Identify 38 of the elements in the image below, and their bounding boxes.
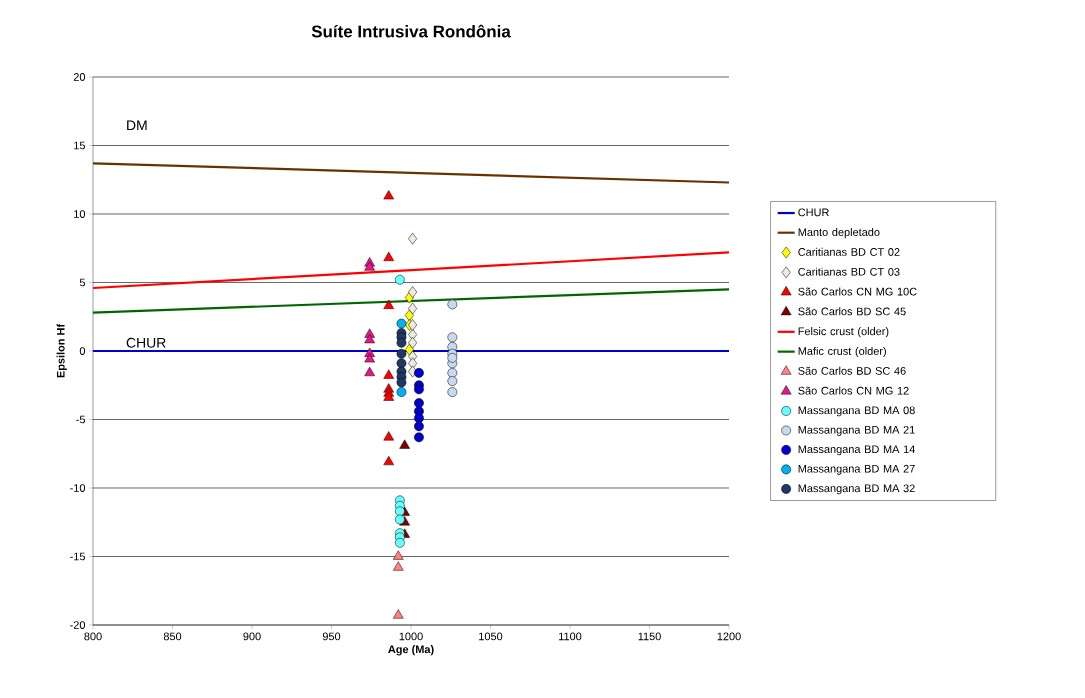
y-axis-title: Epsilon Hf <box>56 323 67 378</box>
x-tick-label: 850 <box>163 632 182 641</box>
legend-label: Caritianas BD CT 02 <box>798 247 900 256</box>
y-tick-label: -5 <box>76 415 86 424</box>
legend-label: Mafic crust (older) <box>798 346 886 358</box>
chart-title: Suíte Intrusiva Rondônia <box>311 24 511 38</box>
x-tick-label: 1000 <box>399 632 423 641</box>
legend-label: São Carlos CN MG 12 <box>798 386 909 395</box>
legend-label: Felsic crust (older) <box>798 327 889 338</box>
x-tick-label: 1200 <box>717 632 741 641</box>
legend-label: São Carlos CN MG 10C <box>798 287 917 296</box>
y-tick-label: -15 <box>70 552 86 561</box>
x-tick-label: 1150 <box>638 632 661 641</box>
annotation: DM <box>127 120 147 131</box>
x-tick-label: 800 <box>84 632 102 641</box>
legend-label: São Carlos BD SC 46 <box>798 366 906 375</box>
legend-label: Massangana BD MA 08 <box>798 406 915 417</box>
x-tick-label: 950 <box>322 632 341 641</box>
legend-label: Manto depletado <box>798 228 880 239</box>
y-tick-label: 10 <box>74 210 86 218</box>
y-tick-label: 5 <box>79 278 86 287</box>
legend-label: Caritianas BD CT 03 <box>798 267 900 276</box>
y-tick-label: -20 <box>70 621 86 629</box>
y-tick-label: 0 <box>79 347 86 355</box>
x-tick-label: 900 <box>243 632 261 641</box>
x-tick-label: 1050 <box>479 632 503 641</box>
legend-label: CHUR <box>798 208 829 217</box>
legend-label: Massangana BD MA 32 <box>798 484 915 495</box>
annotation: CHUR <box>126 337 166 348</box>
x-axis-title: Age (Ma) <box>388 645 434 656</box>
legend-label: Massangana BD MA 14 <box>798 445 915 456</box>
legend-label: Massangana BD MA 27 <box>798 464 915 475</box>
y-tick-label: 20 <box>73 73 86 81</box>
y-tick-label: 15 <box>74 141 86 150</box>
x-tick-label: 1100 <box>559 632 582 641</box>
legend-label: São Carlos BD SC 45 <box>798 307 906 316</box>
y-tick-label: -10 <box>70 484 86 492</box>
legend-label: Massangana BD MA 21 <box>798 425 915 436</box>
